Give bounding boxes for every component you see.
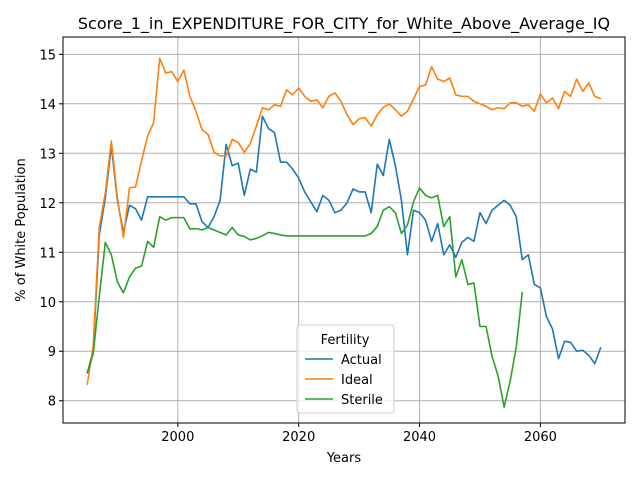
legend-label-actual: Actual	[341, 353, 382, 368]
legend-label-sterile: Sterile	[341, 393, 383, 408]
y-tick-label: 8	[48, 395, 56, 410]
x-tick-label: 2020	[282, 430, 315, 445]
axis-ticks: 2000 2020 2040 2060 8 9 10 11 12 13 14 15	[39, 48, 556, 445]
legend-title: Fertility	[321, 333, 370, 348]
y-tick-label: 13	[39, 147, 56, 162]
y-tick-label: 14	[39, 98, 56, 113]
y-tick-label: 11	[39, 246, 56, 261]
series-line-sterile	[86, 187, 524, 408]
y-tick-label: 10	[39, 296, 56, 311]
x-tick-label: 2000	[161, 430, 194, 445]
y-tick-label: 12	[39, 197, 56, 212]
x-tick-label: 2040	[403, 430, 436, 445]
series-line-ideal	[86, 57, 602, 386]
legend: Fertility Actual Ideal Sterile	[296, 324, 395, 414]
x-axis-label: Years	[326, 451, 362, 466]
legend-label-ideal: Ideal	[341, 373, 373, 388]
plot-frame	[62, 36, 626, 424]
y-tick-label: 9	[48, 345, 56, 360]
y-axis-label: % of White Population	[14, 158, 29, 301]
series-lines	[86, 57, 602, 408]
chart-title: Score_1_in_EXPENDITURE_FOR_CITY_for_Whit…	[78, 14, 610, 34]
series-line-actual	[86, 115, 602, 374]
legend-box	[296, 324, 395, 414]
grid-lines	[63, 37, 625, 423]
y-tick-label: 15	[39, 48, 56, 63]
x-tick-label: 2060	[524, 430, 557, 445]
